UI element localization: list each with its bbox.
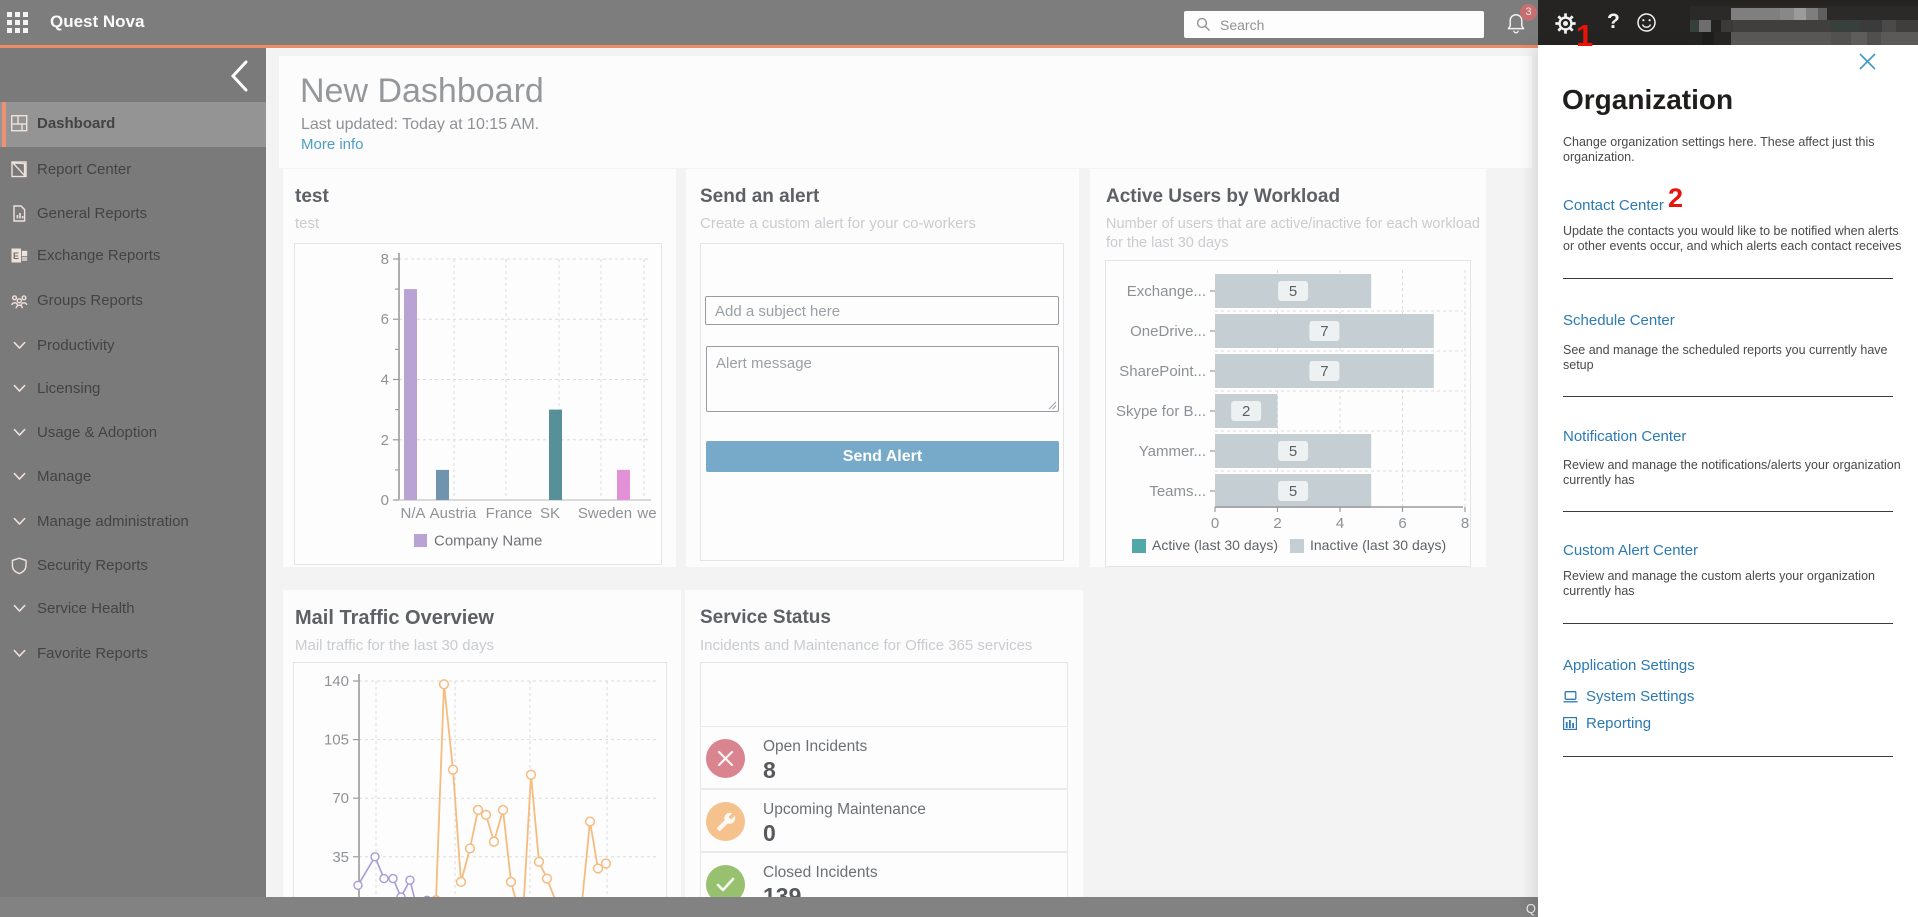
svg-text:we: we [636,505,656,522]
svg-text:E: E [13,251,19,261]
svg-text:0: 0 [381,492,389,509]
svg-text:2: 2 [1273,515,1281,532]
svg-text:5: 5 [1289,483,1297,500]
svg-text:105: 105 [324,732,349,749]
svg-text:7: 7 [1320,363,1328,380]
svg-text:70: 70 [332,790,349,807]
svg-text:5: 5 [1289,283,1297,300]
svg-text:Active (last 30 days): Active (last 30 days) [1152,537,1278,553]
svg-text:2: 2 [381,432,389,449]
svg-text:8: 8 [381,251,389,268]
svg-text:35: 35 [332,849,349,866]
svg-text:5: 5 [1289,443,1297,460]
svg-text:140: 140 [324,673,349,690]
svg-text:Teams...: Teams... [1149,483,1206,500]
svg-text:Austria: Austria [430,505,477,522]
svg-text:Sweden: Sweden [578,505,632,522]
svg-text:SharePoint...: SharePoint... [1119,363,1206,380]
svg-text:Inactive (last 30 days): Inactive (last 30 days) [1310,537,1446,553]
svg-text:OneDrive...: OneDrive... [1130,323,1206,340]
svg-text:N/A: N/A [400,505,425,522]
svg-text:2: 2 [1242,403,1250,420]
svg-text:Exchange...: Exchange... [1127,283,1206,300]
svg-text:France: France [486,505,533,522]
svg-text:0: 0 [1211,515,1219,532]
svg-text:4: 4 [381,372,389,389]
svg-text:Skype for B...: Skype for B... [1116,403,1206,420]
svg-text:4: 4 [1336,515,1344,532]
svg-text:SK: SK [540,505,560,522]
svg-text:7: 7 [1320,323,1328,340]
svg-text:6: 6 [381,311,389,328]
svg-text:Company Name: Company Name [434,533,542,550]
svg-text:Yammer...: Yammer... [1139,443,1206,460]
svg-text:8: 8 [1461,515,1469,532]
svg-text:6: 6 [1398,515,1406,532]
